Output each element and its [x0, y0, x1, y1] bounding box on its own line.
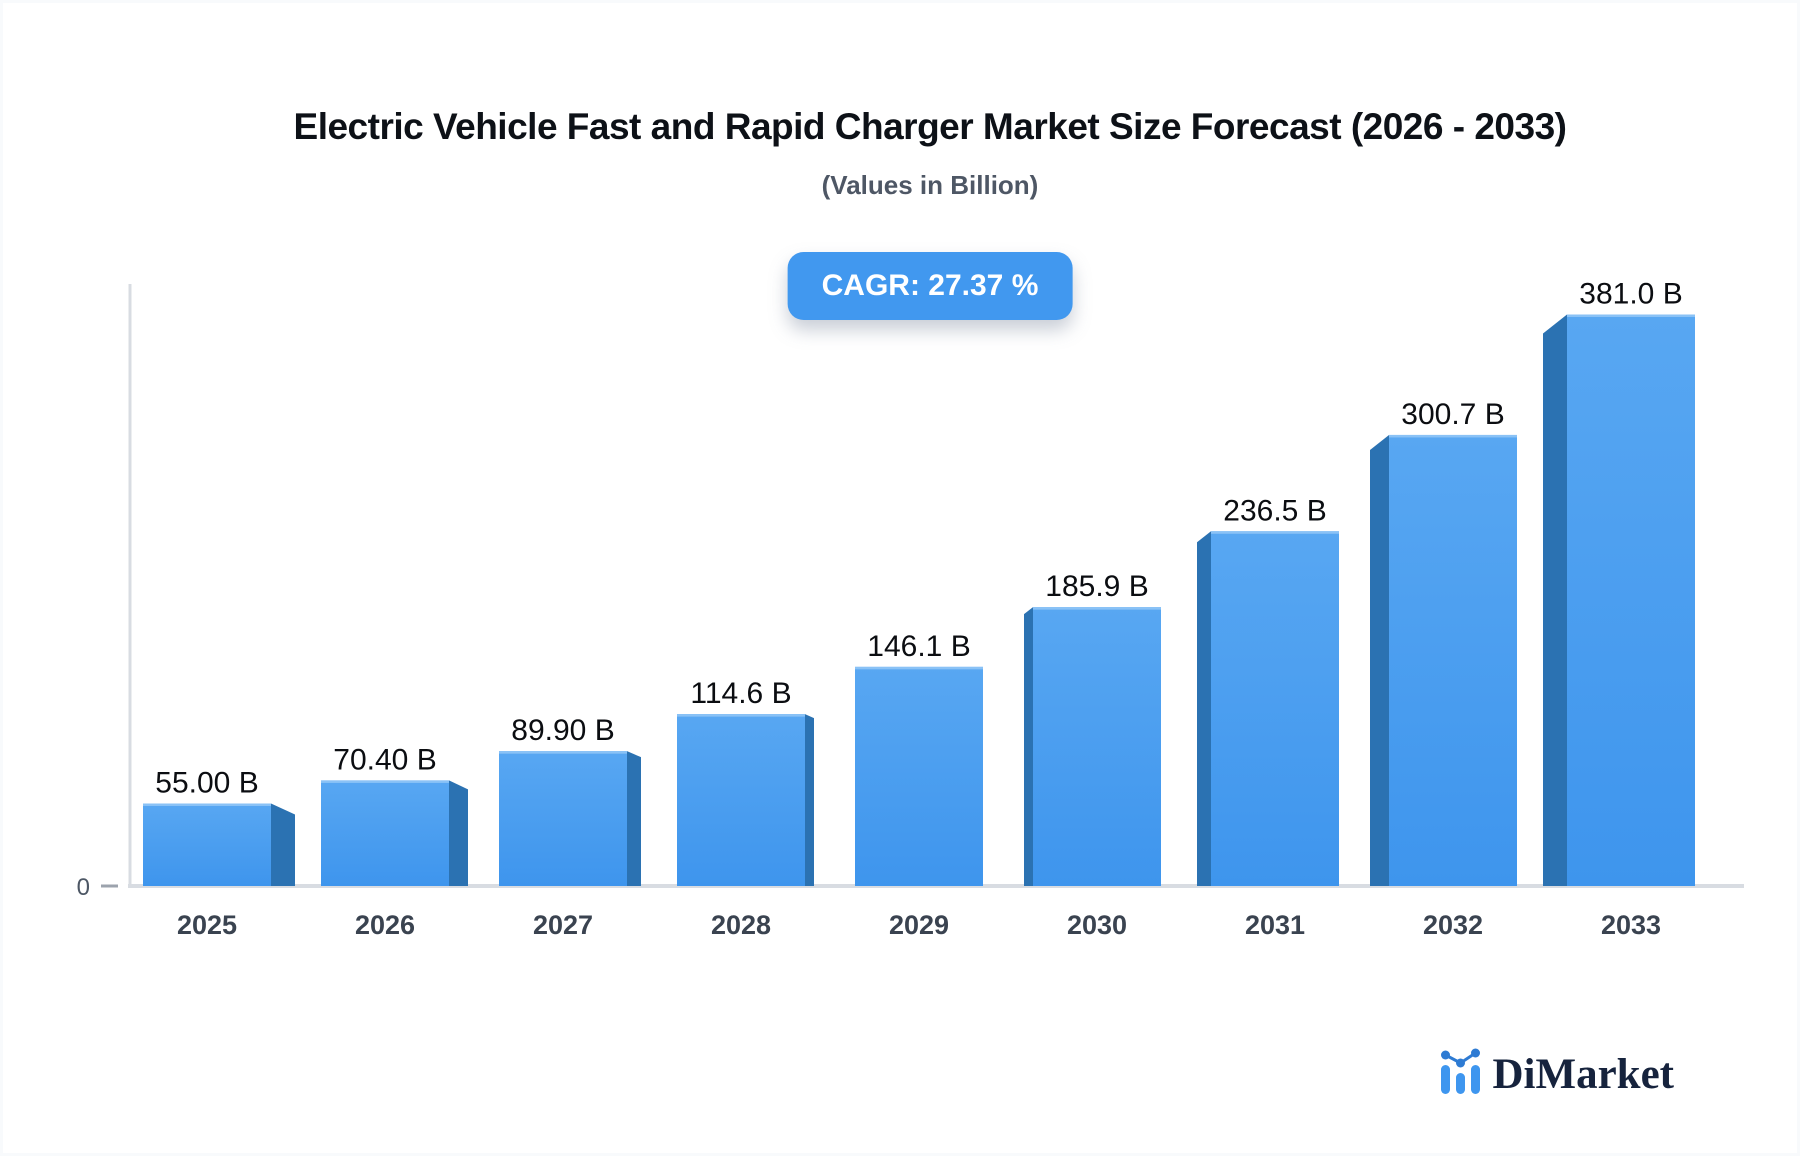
x-category-label: 2025	[177, 910, 237, 940]
bar-side-face	[1197, 531, 1211, 886]
bar-top-highlight	[1567, 314, 1695, 317]
bar-top-highlight	[499, 751, 627, 754]
bar-value-label: 70.40 B	[333, 743, 436, 776]
bar-top-highlight	[1389, 434, 1517, 438]
chart-subtitle: (Values in Billion)	[821, 170, 1039, 200]
bar-side-face	[271, 803, 295, 886]
logo-chart-icon	[1440, 1048, 1480, 1094]
y-axis-line	[128, 284, 132, 888]
bar-side-face	[449, 780, 468, 886]
bar-side-face	[627, 751, 641, 886]
x-category-label: 2027	[533, 910, 593, 940]
bars-group: 55.00 B 70.40 B 89.90 B 114.6 B 146.1 B 185.9…	[143, 278, 1695, 886]
x-category-label: 2028	[711, 910, 771, 940]
bar-top-highlight	[321, 780, 449, 783]
bar-side-face	[1543, 314, 1567, 886]
bar-value-label: 381.0 B	[1579, 278, 1682, 311]
bar-front-face	[143, 803, 271, 886]
bar-front-face	[1033, 607, 1161, 886]
bar-top-highlight	[1033, 607, 1161, 610]
bar-group-2029: 146.1 B	[855, 630, 983, 886]
x-category-label: 2033	[1601, 910, 1661, 940]
bar-side-face	[1024, 607, 1033, 886]
bar-group-2032: 300.7 B	[1370, 398, 1517, 886]
bar-front-face	[321, 780, 449, 886]
bar-value-label: 146.1 B	[867, 630, 970, 663]
bar-front-face	[1389, 434, 1517, 886]
bar-top-highlight	[855, 666, 983, 670]
bar-group-2025: 55.00 B	[143, 767, 295, 886]
bar-value-label: 300.7 B	[1401, 398, 1504, 431]
x-category-label: 2026	[355, 910, 415, 940]
y-tick-label: 0	[77, 874, 90, 901]
bar-group-2026: 70.40 B	[321, 743, 468, 886]
chart-title: Electric Vehicle Fast and Rapid Charger …	[293, 106, 1567, 147]
bar-side-face	[805, 714, 814, 886]
bar-front-face	[499, 751, 627, 886]
x-category-label: 2032	[1423, 910, 1483, 940]
bar-top-highlight	[677, 714, 805, 717]
zero-tick-mark	[101, 884, 118, 888]
x-category-label: 2031	[1245, 910, 1305, 940]
bar-front-face	[1567, 314, 1695, 886]
bar-value-label: 55.00 B	[155, 767, 258, 800]
x-category-label: 2030	[1067, 910, 1127, 940]
bar-group-2031: 236.5 B	[1197, 494, 1339, 886]
bar-side-face	[1370, 434, 1389, 886]
brand-name: DiMarket	[1492, 1051, 1675, 1098]
bar-group-2027: 89.90 B	[499, 714, 641, 886]
brand-logo: DiMarket	[1440, 1046, 1675, 1098]
bar-front-face	[855, 666, 983, 886]
bar-front-face	[677, 714, 805, 886]
bar-top-highlight	[143, 803, 271, 806]
bar-value-label: 236.5 B	[1223, 494, 1326, 527]
cagr-badge: CAGR: 27.37 %	[787, 252, 1073, 320]
x-category-label: 2029	[889, 910, 949, 940]
bar-value-label: 185.9 B	[1045, 570, 1148, 603]
bar-front-face	[1211, 531, 1339, 886]
bar-group-2028: 114.6 B	[677, 677, 814, 886]
axis-labels: 0100.0B200.0B300.0B400.0B202520262027202…	[77, 874, 1661, 940]
bar-group-2033: 381.0 B	[1543, 278, 1695, 886]
bar-top-highlight	[1211, 531, 1339, 534]
bar-value-label: 114.6 B	[690, 677, 791, 710]
bar-group-2030: 185.9 B	[1024, 570, 1161, 886]
bar-value-label: 89.90 B	[511, 714, 614, 747]
